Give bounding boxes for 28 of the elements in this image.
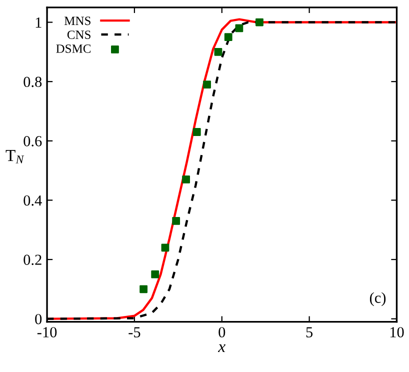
point xyxy=(182,175,190,184)
point xyxy=(224,33,232,42)
y-axis-title: T$_{N}$ xyxy=(6,150,24,164)
x-tick-label: -10 xyxy=(37,327,57,338)
x-tick-label: 0 xyxy=(218,327,226,338)
point xyxy=(151,270,160,278)
y-tick-label: 0.4 xyxy=(24,195,42,206)
point xyxy=(256,18,264,26)
point xyxy=(235,24,244,32)
x-tick-label: 5 xyxy=(306,327,313,338)
y-tick-label: 0.2 xyxy=(24,254,42,266)
legend-label: DSMC xyxy=(56,44,91,53)
x-tick-label: 10 xyxy=(390,327,404,338)
point xyxy=(140,285,148,294)
annotation: (c) xyxy=(370,292,386,306)
point xyxy=(192,128,201,136)
y-tick-label: 1 xyxy=(36,17,42,28)
point xyxy=(203,80,211,88)
y-tick-label: 0.8 xyxy=(24,76,42,88)
point xyxy=(161,244,170,252)
x-tick-label: -5 xyxy=(128,327,140,338)
legend-label: MNS xyxy=(64,16,90,26)
point xyxy=(172,217,180,225)
point xyxy=(214,48,222,56)
y-tick-label: 0 xyxy=(35,314,42,324)
legend-label: CNS xyxy=(67,30,90,39)
x-axis-title: x xyxy=(218,344,226,352)
y-tick-label: 0.6 xyxy=(24,136,42,146)
